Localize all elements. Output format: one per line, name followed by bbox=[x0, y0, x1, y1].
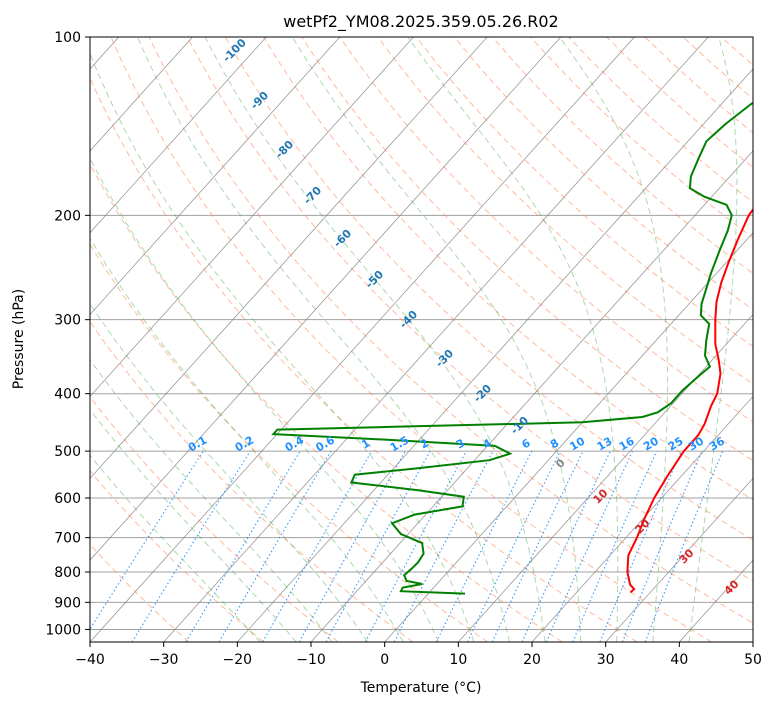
y-tick-label: 500 bbox=[54, 444, 81, 460]
isotherm-label: -50 bbox=[363, 268, 386, 291]
dry-adiabat-160 bbox=[569, 37, 775, 642]
moist-adiabat--5 bbox=[0, 37, 368, 642]
y-tick-label: 700 bbox=[54, 531, 81, 547]
mixing-ratio-label: 6 bbox=[519, 436, 532, 451]
mixing-ratio-label: 10 bbox=[567, 434, 587, 453]
moist-adiabat-10 bbox=[84, 37, 474, 642]
dry-adiabat-10 bbox=[0, 37, 488, 642]
x-axis-label: Temperature (°C) bbox=[360, 680, 482, 696]
skewed-isotherm--50 bbox=[16, 37, 561, 642]
skewed-isotherm--60 bbox=[0, 37, 487, 642]
mixing-ratio-line-2 bbox=[326, 451, 430, 642]
moist-adiabat-25 bbox=[292, 37, 581, 642]
skewed-isotherm--30 bbox=[164, 37, 709, 642]
x-tick-label: 10 bbox=[449, 652, 467, 668]
y-tick-label: 400 bbox=[54, 387, 81, 403]
mixing-ratio-line-0.4 bbox=[186, 451, 300, 642]
sounding-series bbox=[273, 37, 775, 594]
x-tick-label: 0 bbox=[380, 652, 389, 668]
mixing-ratio-line-30 bbox=[622, 451, 702, 642]
mixing-ratio-line-0.1 bbox=[82, 451, 204, 642]
skewed-isotherm--20 bbox=[237, 37, 775, 642]
y-axis: 100 200 300 400 500 600 700 800 900 1000 bbox=[45, 30, 90, 638]
isotherm-label: -60 bbox=[331, 227, 354, 250]
moist-adiabat-0 bbox=[3, 37, 403, 642]
dry-adiabat-50 bbox=[149, 37, 775, 642]
y-tick-label: 600 bbox=[54, 491, 81, 507]
skewed-isotherm-20 bbox=[532, 37, 775, 642]
dewpoint-profile bbox=[273, 37, 775, 594]
isotherm-label: -90 bbox=[248, 89, 271, 112]
dry-adiabat-150 bbox=[530, 37, 775, 642]
skewed-isotherm-50 bbox=[753, 37, 775, 642]
mixing-ratio-line-20 bbox=[573, 451, 657, 642]
skewed-isotherm--10 bbox=[311, 37, 775, 642]
mixing-ratio-label: 8 bbox=[548, 436, 561, 451]
mixing-ratio-label: 16 bbox=[617, 434, 637, 453]
skewed-isotherm-0 bbox=[385, 37, 775, 642]
y-tick-label: 100 bbox=[54, 30, 81, 46]
adiabat-label: 0 bbox=[553, 456, 568, 471]
dry-adiabat-180 bbox=[645, 37, 775, 642]
moist-adiabat--15 bbox=[0, 37, 296, 642]
y-tick-label: 300 bbox=[54, 313, 81, 329]
skewed-isotherm--40 bbox=[90, 37, 635, 642]
mixing-ratio-line-16 bbox=[546, 451, 632, 642]
mixing-ratio-line-36 bbox=[645, 451, 723, 642]
chart-title: wetPf2_YM08.2025.359.05.26.R02 bbox=[283, 12, 558, 32]
mixing-ratio-label: 20 bbox=[641, 434, 661, 453]
mixing-ratio-label: 36 bbox=[707, 434, 727, 453]
adiabat-label: 10 bbox=[591, 486, 611, 506]
dry-adiabat-40 bbox=[111, 37, 712, 642]
x-tick-label: −20 bbox=[223, 652, 253, 668]
y-tick-label: 800 bbox=[54, 565, 81, 581]
x-tick-label: 20 bbox=[523, 652, 541, 668]
dry-adiabat-190 bbox=[683, 37, 775, 642]
isotherm-label: -40 bbox=[397, 308, 420, 331]
dry-adiabat--30 bbox=[0, 37, 189, 642]
skewed-isotherm--90 bbox=[0, 37, 266, 642]
mixing-ratio-line-25 bbox=[600, 451, 682, 642]
x-tick-label: −30 bbox=[149, 652, 179, 668]
dry-adiabat-80 bbox=[264, 37, 775, 642]
x-tick-label: −10 bbox=[296, 652, 326, 668]
y-axis-label: Pressure (hPa) bbox=[11, 289, 27, 389]
x-tick-label: 50 bbox=[744, 652, 762, 668]
isotherm-label: -70 bbox=[301, 184, 324, 207]
background-reference-lines bbox=[0, 37, 775, 642]
adiabat-label: 40 bbox=[722, 577, 742, 597]
adiabat-label: 30 bbox=[677, 546, 697, 566]
dry-adiabat--10 bbox=[0, 37, 338, 642]
isotherm-label: -10 bbox=[508, 414, 531, 437]
adiabat-label: 20 bbox=[633, 516, 653, 536]
mixing-ratio-label: 4 bbox=[481, 436, 494, 451]
skewed-isotherm--70 bbox=[0, 37, 414, 642]
x-axis: −40 −30 −20 −10 0 10 20 30 40 50 bbox=[75, 642, 762, 668]
x-tick-label: 40 bbox=[670, 652, 688, 668]
dry-adiabat--20 bbox=[0, 37, 263, 642]
mixing-ratio-line-0.2 bbox=[132, 451, 250, 642]
y-tick-label: 900 bbox=[54, 595, 81, 611]
moist-adiabat-40 bbox=[689, 37, 737, 642]
moist-adiabat--10 bbox=[0, 37, 332, 642]
mixing-ratio-label: 25 bbox=[666, 435, 686, 454]
moist-adiabat-15 bbox=[137, 37, 509, 642]
dry-adiabat-70 bbox=[225, 37, 775, 642]
moist-adiabat--20 bbox=[0, 37, 260, 642]
x-tick-label: −40 bbox=[75, 652, 105, 668]
dry-adiabat-0 bbox=[0, 37, 413, 642]
mixing-ratio-line-10 bbox=[492, 451, 583, 642]
plot-frame bbox=[90, 37, 753, 642]
y-tick-label: 200 bbox=[54, 208, 81, 224]
mixing-ratio-line-8 bbox=[468, 451, 561, 642]
mixing-ratio-line-3 bbox=[365, 451, 466, 642]
dry-adiabat-200 bbox=[721, 37, 775, 642]
mixing-ratio-label: 30 bbox=[686, 434, 706, 453]
x-tick-label: 30 bbox=[597, 652, 615, 668]
y-tick-label: 1000 bbox=[45, 622, 81, 638]
